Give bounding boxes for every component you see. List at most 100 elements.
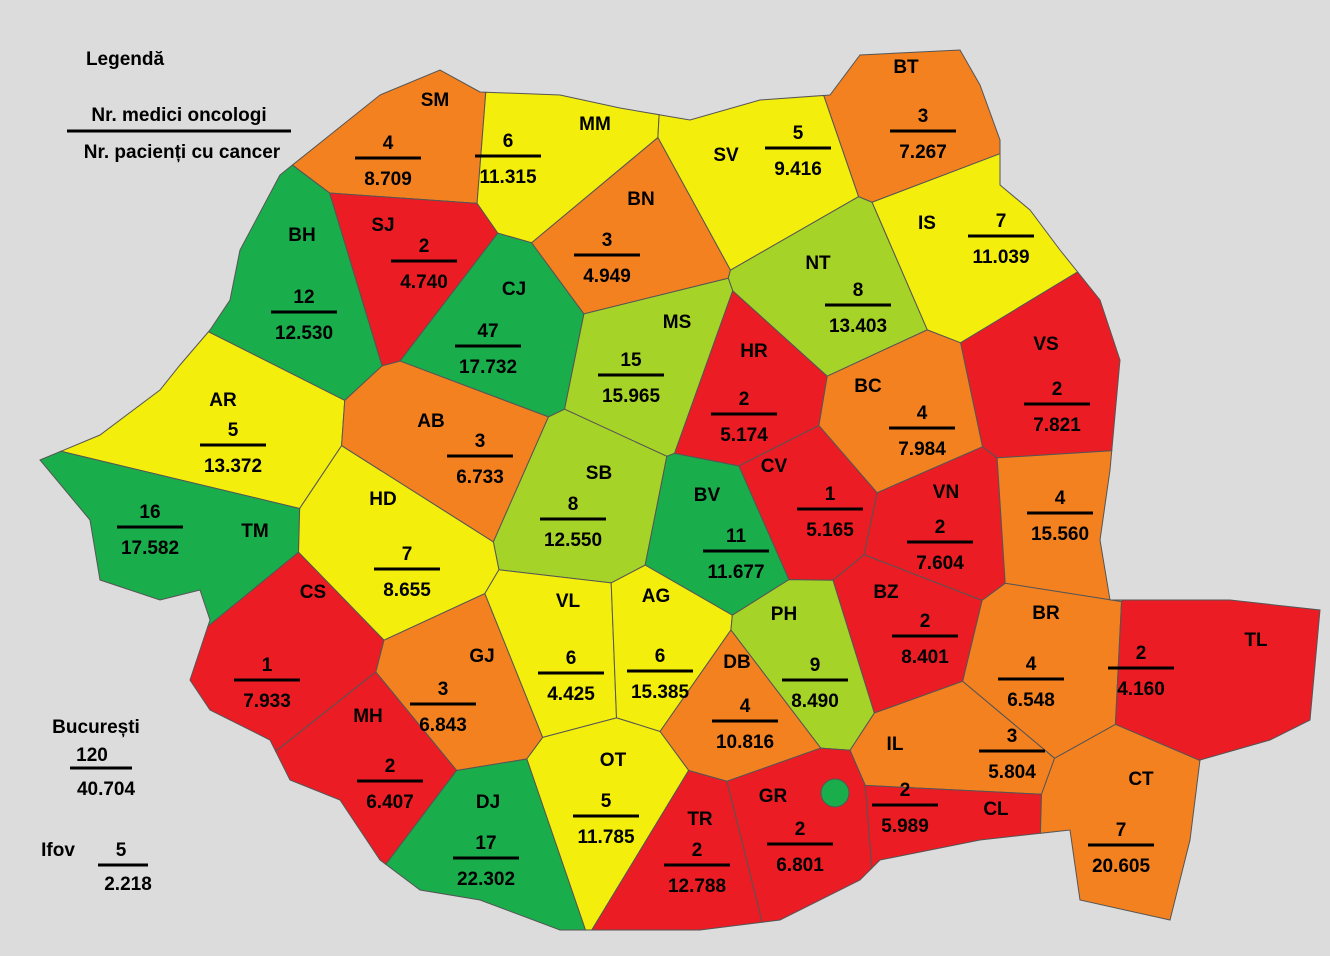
doctors: 17 (475, 833, 496, 854)
patients: 6.548 (1007, 690, 1055, 711)
county-code: TL (1244, 630, 1268, 651)
doctors: 6 (566, 648, 577, 669)
patients: 5.989 (881, 816, 929, 837)
doctors: 4 (1055, 488, 1066, 509)
county-code: BZ (873, 582, 899, 603)
patients: 4.949 (583, 266, 631, 287)
county-code: BC (854, 376, 882, 397)
extra-doctors: 5 (116, 840, 127, 861)
doctors: 2 (900, 780, 911, 801)
extra-patients: 2.218 (104, 874, 152, 895)
doctors: 2 (419, 236, 430, 257)
doctors: 7 (1116, 820, 1127, 841)
doctors: 2 (1052, 379, 1063, 400)
county-area (1039, 723, 1201, 921)
patients: 7.821 (1033, 415, 1081, 436)
doctors: 9 (810, 655, 821, 676)
patients: 5.804 (988, 762, 1036, 783)
doctors: 2 (692, 840, 703, 861)
county-code: SM (421, 90, 450, 111)
county-code: BN (627, 189, 654, 210)
patients: 4.160 (1117, 679, 1165, 700)
patients: 7.984 (898, 439, 946, 460)
county-code: VL (556, 591, 581, 612)
county-code: TM (241, 521, 268, 542)
doctors: 5 (228, 420, 239, 441)
patients: 5.174 (720, 425, 768, 446)
county-code: SV (713, 145, 739, 166)
county-code: CL (983, 799, 1009, 820)
patients: 17.732 (459, 357, 517, 378)
doctors: 47 (477, 321, 498, 342)
doctors: 8 (853, 280, 864, 301)
county-code: HR (740, 341, 768, 362)
patients: 6.843 (419, 715, 467, 736)
doctors: 6 (655, 646, 666, 667)
doctors: 5 (793, 123, 804, 144)
doctors: 3 (475, 431, 486, 452)
county-code: VS (1033, 334, 1058, 355)
extra-name: București (52, 717, 140, 738)
county-code: MS (663, 312, 692, 333)
county-code: BV (694, 485, 721, 506)
patients: 15.560 (1031, 524, 1089, 545)
doctors: 3 (918, 106, 929, 127)
patients: 20.605 (1092, 856, 1151, 877)
county-code: PH (771, 604, 797, 625)
doctors: 2 (935, 517, 946, 538)
county-area (275, 671, 458, 866)
county-area (385, 758, 587, 931)
county-code: IS (918, 213, 936, 234)
county-code: CT (1128, 769, 1154, 790)
county-code: BT (893, 57, 919, 78)
county-code: HD (369, 489, 396, 510)
patients: 6.733 (456, 467, 504, 488)
county-area (1114, 599, 1321, 762)
doctors: 16 (139, 502, 160, 523)
legend-doctors: Nr. medici oncologi (91, 105, 266, 126)
extra-name: Ifov (41, 840, 75, 861)
patients: 8.490 (791, 691, 839, 712)
county-code: BH (288, 225, 315, 246)
patients: 13.372 (204, 456, 262, 477)
county-code: AG (642, 586, 671, 607)
county-code: NT (805, 253, 831, 274)
patients: 11.785 (577, 827, 634, 848)
doctors: 1 (262, 655, 273, 676)
doctors: 1 (825, 484, 836, 505)
bucharest-area (820, 778, 850, 808)
doctors: 4 (383, 133, 394, 154)
county-code: OT (600, 750, 627, 771)
county-code: VN (933, 482, 959, 503)
patients: 5.165 (806, 520, 854, 541)
patients: 12.550 (544, 530, 602, 551)
patients: 6.801 (776, 855, 824, 876)
patients: 4.740 (400, 272, 448, 293)
doctors: 5 (601, 791, 612, 812)
patients: 11.315 (479, 167, 536, 188)
patients: 11.039 (972, 247, 1029, 268)
county-code: DB (723, 652, 750, 673)
patients: 8.709 (364, 169, 412, 190)
legend-title: Legendă (86, 49, 165, 70)
patients: 15.965 (602, 386, 661, 407)
patients: 8.655 (383, 580, 431, 601)
doctors: 2 (385, 756, 396, 777)
county-code: MM (579, 114, 611, 135)
county-code: CV (761, 456, 788, 477)
county-code: IL (887, 734, 904, 755)
doctors: 2 (739, 389, 750, 410)
extra-patients: 40.704 (77, 779, 136, 800)
doctors: 4 (740, 696, 751, 717)
patients: 9.416 (774, 159, 822, 180)
county-code: CS (300, 582, 326, 603)
doctors: 4 (917, 403, 928, 424)
patients: 10.816 (716, 732, 774, 753)
doctors: 3 (1007, 726, 1018, 747)
county-code: TR (687, 809, 713, 830)
doctors: 2 (1136, 643, 1147, 664)
doctors: 6 (503, 131, 514, 152)
patients: 4.425 (547, 684, 595, 705)
patients: 11.677 (707, 562, 764, 583)
doctors: 3 (438, 679, 449, 700)
